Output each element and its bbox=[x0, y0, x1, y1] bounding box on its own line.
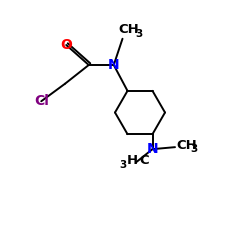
Text: CH: CH bbox=[118, 23, 139, 36]
Text: 3: 3 bbox=[190, 144, 197, 154]
Text: 3: 3 bbox=[120, 160, 127, 170]
Text: O: O bbox=[60, 38, 72, 52]
Text: Cl: Cl bbox=[34, 94, 49, 108]
Text: 3: 3 bbox=[135, 29, 142, 39]
Text: CH: CH bbox=[176, 140, 197, 152]
Text: N: N bbox=[108, 58, 120, 72]
Text: C: C bbox=[139, 154, 149, 168]
Text: H: H bbox=[126, 154, 138, 168]
Text: N: N bbox=[147, 142, 158, 156]
